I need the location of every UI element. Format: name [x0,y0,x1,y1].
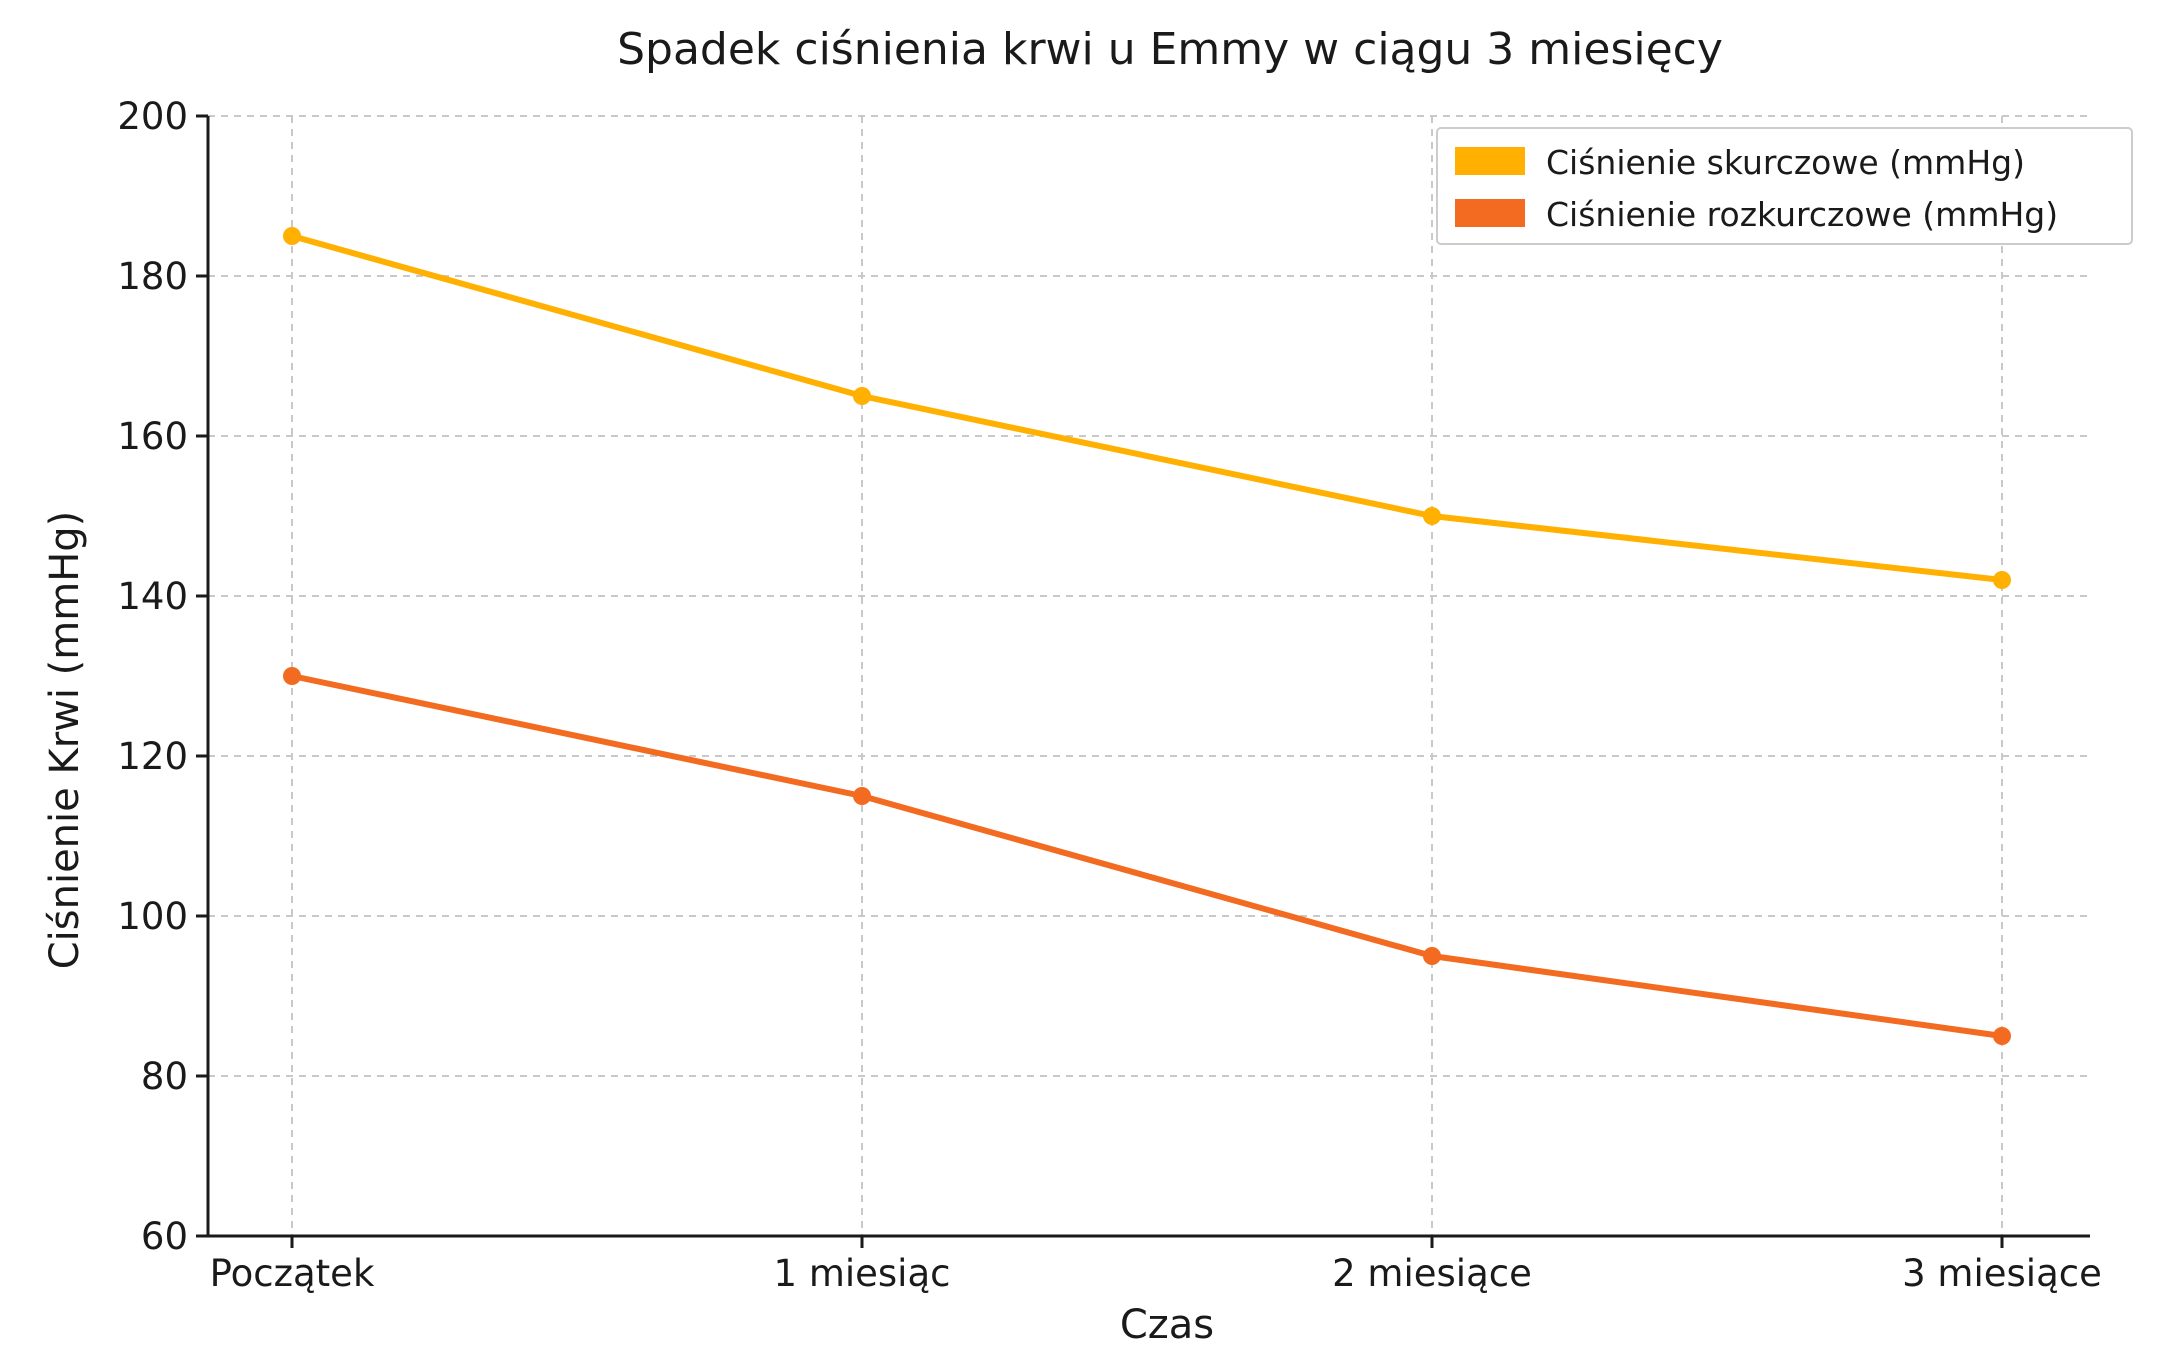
y-tick-label: 140 [117,575,188,618]
y-axis-label: Ciśnienie Krwi (mmHg) [42,511,88,970]
axes: 60 80 100 120 140 160 180 200 Początek 1 miesiąc 2… [117,95,2101,1295]
y-tick-label: 180 [117,255,188,298]
legend-frame [1436,127,2133,245]
data-point [1423,947,1441,965]
x-tick-label: 1 miesiąc [774,1252,951,1295]
y-tick-label: 80 [141,1055,188,1098]
x-tick-label: 2 miesiące [1332,1252,1532,1295]
grid [208,115,2090,1236]
data-point [1993,571,2011,589]
x-tick-label: 3 miesiące [1902,1252,2102,1295]
data-point [1423,507,1441,525]
chart-title: Spadek ciśnienia krwi u Emmy w ciągu 3 m… [617,24,1723,75]
y-tick-label: 160 [117,415,188,458]
legend-swatch [1455,199,1525,227]
legend: Ciśnienie skurczowe (mmHg) Ciśnienie rozk… [1436,127,2133,245]
data-point [853,787,871,805]
series-1 [283,227,2011,589]
x-tick-label: Początek [210,1252,375,1295]
series-line [289,233,2005,583]
series-line [289,673,2005,1039]
data-point [853,387,871,405]
y-tick-label: 200 [117,95,188,138]
data-point [283,227,301,245]
series-2 [283,667,2011,1045]
legend-label: Ciśnienie rozkurczowe (mmHg) [1546,195,2058,234]
data-point [283,667,301,685]
y-tick-label: 60 [141,1215,188,1258]
data-point [1993,1027,2011,1045]
y-tick-label: 120 [117,735,188,778]
legend-swatch [1455,147,1525,175]
legend-label: Ciśnienie skurczowe (mmHg) [1546,143,2025,182]
series-group [283,227,2011,1045]
y-tick-label: 100 [117,895,188,938]
x-axis-label: Czas [1120,1302,1214,1348]
